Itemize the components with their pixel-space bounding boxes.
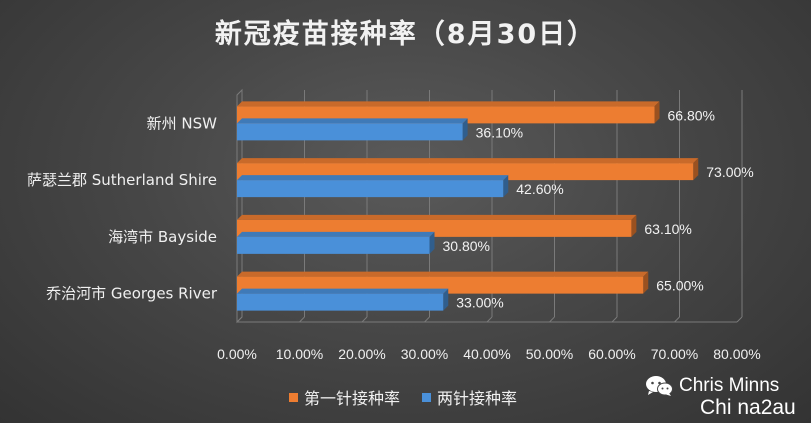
bar-top-face (237, 118, 468, 124)
bar-top-face (237, 214, 637, 220)
legend: 第一针接种率 两针接种率 (289, 385, 539, 409)
bar-value-label: 63.10% (644, 221, 691, 237)
x-tick-label: 70.00% (651, 346, 698, 362)
wechat-icon (646, 376, 673, 396)
chart-title: 新冠疫苗接种率（8月30日） (214, 19, 597, 50)
bar-side-face (503, 175, 509, 198)
legend-swatch-first-dose (289, 392, 298, 402)
bar-value-label: 65.00% (656, 278, 703, 294)
x-tick-label: 80.00% (713, 346, 760, 362)
bar (237, 293, 444, 311)
watermark-line1: Chris Minns (679, 375, 780, 396)
x-tick-label: 0.00% (217, 346, 257, 362)
bar-value-label: 73.00% (706, 164, 753, 180)
gridline-foot (424, 316, 430, 323)
bar-top-face (237, 101, 660, 107)
bar-side-face (429, 231, 435, 254)
bar-value-label: 36.10% (476, 124, 523, 140)
category-label: 萨瑟兰郡 Sutherland Shire (27, 171, 217, 189)
bar (237, 180, 504, 198)
gridline-foot (299, 316, 305, 323)
gridline-foot (674, 316, 680, 323)
bar-side-face (631, 214, 637, 237)
gridline-foot (736, 316, 743, 323)
category-label: 乔治河市 Georges River (46, 285, 218, 303)
bar (237, 123, 463, 141)
bar-value-label: 33.00% (456, 295, 503, 311)
legend-item-second-dose: 两针接种率 (422, 385, 517, 409)
gridline-foot (549, 316, 555, 323)
bar-value-label: 66.80% (668, 107, 715, 123)
x-tick-label: 20.00% (338, 346, 385, 362)
x-tick-label: 30.00% (401, 346, 448, 362)
bar (237, 236, 430, 254)
bar-top-face (237, 175, 509, 181)
x-tick-label: 50.00% (526, 346, 573, 362)
x-tick-label: 40.00% (463, 346, 510, 362)
category-label: 新州 NSW (147, 114, 218, 132)
legend-label-first-dose: 第一针接种率 (304, 389, 401, 408)
watermark-line2: Chi na2au (700, 396, 796, 419)
bar-side-face (654, 101, 660, 124)
x-tick-label: 10.00% (276, 346, 323, 362)
legend-label-second-dose: 两针接种率 (437, 389, 518, 408)
legend-swatch-second-dose (422, 392, 432, 402)
bar-side-face (643, 271, 649, 294)
gridline-foot (361, 316, 368, 323)
gridline-foot (486, 316, 493, 323)
gridline-foot (236, 316, 243, 323)
bar-side-face (443, 288, 449, 311)
bar-value-label: 30.80% (443, 238, 490, 254)
x-tick-label: 60.00% (588, 346, 635, 362)
bar-top-face (237, 271, 649, 277)
category-label: 海湾市 Bayside (108, 228, 217, 246)
watermark: Chris Minns Chi na2au (645, 375, 796, 419)
gridline-foot (611, 316, 618, 323)
bar-top-face (237, 158, 699, 164)
bar-top-face (237, 288, 449, 294)
bar-top-face (237, 231, 435, 237)
bar-side-face (693, 158, 699, 181)
bar-value-label: 42.60% (516, 181, 563, 197)
legend-item-first-dose: 第一针接种率 (289, 385, 400, 409)
bar-side-face (462, 118, 468, 141)
